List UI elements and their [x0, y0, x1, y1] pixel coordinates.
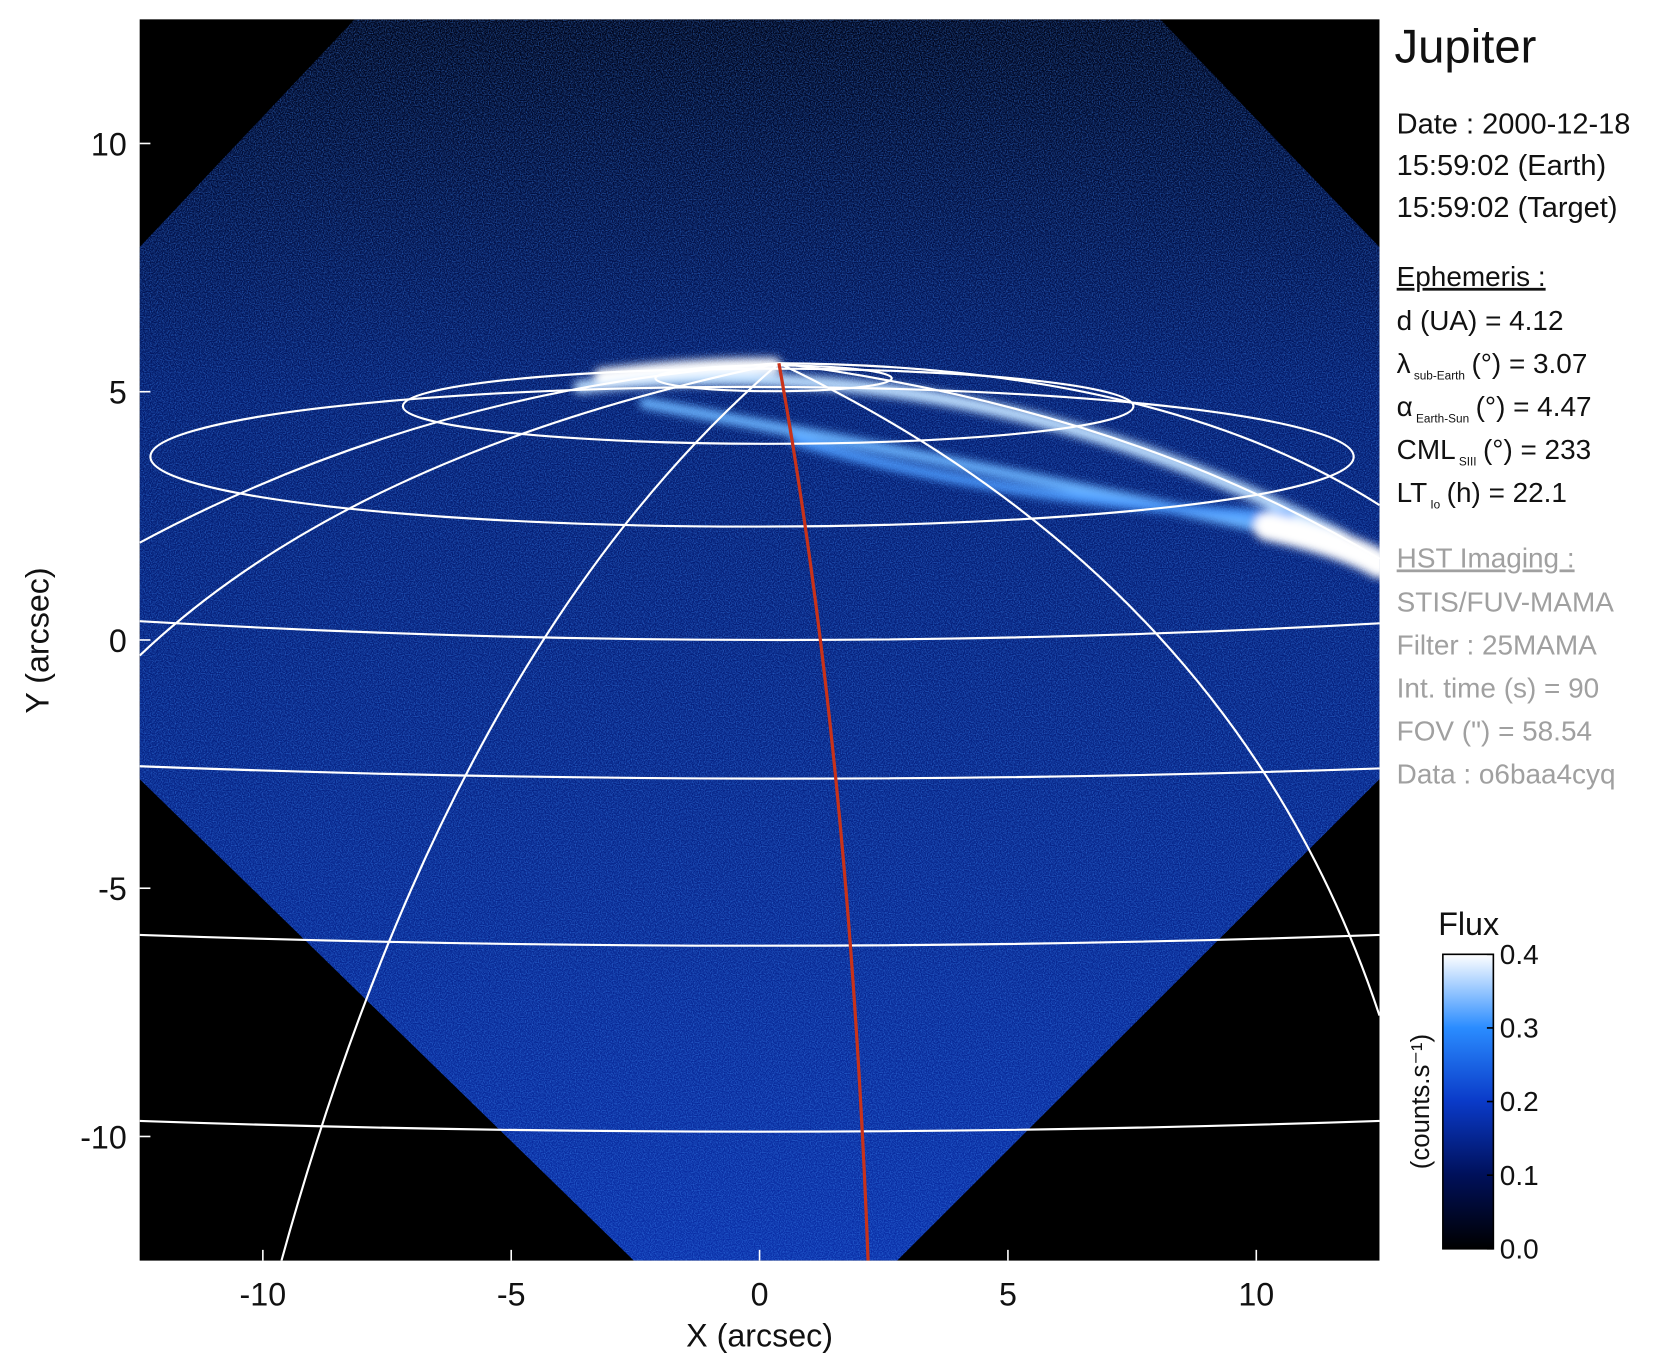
ephemeris-line: CML SIII (°) = 233 [1397, 434, 1591, 468]
colorbar-tick-label: 0.1 [1500, 1160, 1539, 1191]
x-tick-label: 10 [1238, 1277, 1274, 1313]
x-tick-label: -10 [240, 1277, 287, 1313]
ephemeris-subscript: Earth-Sun [1416, 411, 1469, 425]
y-tick-label: -10 [80, 1119, 127, 1155]
ephemeris-value: (°) = 3.07 [1471, 348, 1587, 379]
info-time: 15:59:02 (Target) [1397, 192, 1618, 224]
x-tick-label: -5 [497, 1277, 526, 1313]
ephemeris-heading: Ephemeris : [1397, 261, 1546, 292]
ephemeris-symbol: d (UA) = 4.12 [1397, 305, 1564, 336]
ephemeris-subscript: Io [1430, 497, 1440, 511]
hst-line: Filter : 25MAMA [1397, 629, 1597, 660]
x-tick-label: 0 [751, 1277, 769, 1313]
colorbar-tick-label: 0.0 [1500, 1233, 1539, 1264]
ephemeris-line: d (UA) = 4.12 [1397, 305, 1564, 336]
colorbar-tick-label: 0.2 [1500, 1086, 1539, 1117]
y-tick-label: -5 [98, 871, 127, 907]
colorbar [1442, 953, 1495, 1250]
ephemeris-symbol: α [1397, 391, 1413, 422]
ephemeris-line: LT Io (h) = 22.1 [1397, 477, 1567, 511]
y-tick-label: 0 [109, 623, 127, 659]
ephemeris-subscript: sub-Earth [1414, 368, 1465, 382]
info-time: 15:59:02 (Earth) [1397, 150, 1607, 182]
ephemeris-line: α Earth-Sun (°) = 4.47 [1397, 391, 1592, 425]
hst-line: Int. time (s) = 90 [1397, 672, 1599, 703]
ephemeris-symbol: CML [1397, 434, 1456, 465]
ephemeris-symbol: λ [1397, 348, 1411, 379]
hst-heading: HST Imaging : [1397, 542, 1575, 573]
colorbar-tick-label: 0.4 [1500, 939, 1539, 970]
x-tick-label: 5 [999, 1277, 1017, 1313]
y-tick-label: 10 [91, 126, 127, 162]
info-date: Date : 2000-12-18 [1397, 108, 1631, 140]
colorbar-tick-label: 0.3 [1500, 1013, 1539, 1044]
ephemeris-line: λ sub-Earth (°) = 3.07 [1397, 348, 1588, 382]
hst-line: STIS/FUV-MAMA [1397, 586, 1615, 617]
ephemeris-subscript: SIII [1459, 454, 1477, 468]
colorbar-unit: (counts.s⁻¹) [1407, 1034, 1435, 1169]
ephemeris-value: (h) = 22.1 [1447, 477, 1567, 508]
planet-grid [139, 362, 1380, 1261]
hst-line: FOV (") = 58.54 [1397, 715, 1592, 746]
colorbar-label: Flux [1438, 906, 1499, 942]
ephemeris-value: (°) = 233 [1483, 434, 1591, 465]
ephemeris-symbol: LT [1397, 477, 1428, 508]
hst-line: Data : o6baa4cyq [1397, 758, 1616, 789]
ephemeris-value: (°) = 4.47 [1476, 391, 1592, 422]
chart-title: Jupiter [1395, 20, 1537, 73]
x-axis-label: X (arcsec) [686, 1318, 833, 1354]
y-axis-label: Y (arcsec) [19, 567, 55, 713]
y-tick-label: 5 [109, 375, 127, 411]
